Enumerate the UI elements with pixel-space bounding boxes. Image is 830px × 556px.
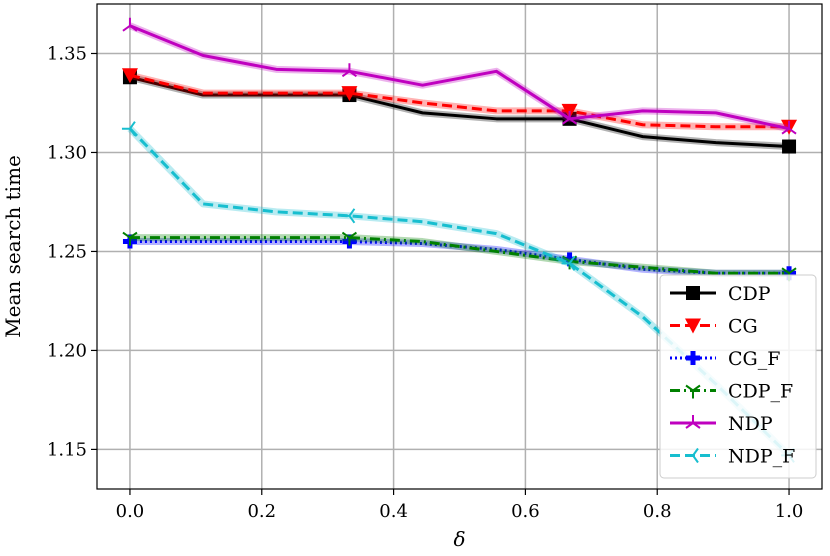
legend-label: NDP [728,413,773,435]
legend-marker [685,415,701,429]
x-tick-label: 0.6 [511,501,540,522]
series-line-cg-f [129,240,790,275]
grid [97,4,822,489]
legend-marker [685,318,701,334]
legend-item-cg-f: CG_F [670,348,780,370]
data-point-ndp [122,17,138,32]
series-lines [121,17,798,463]
data-point-cg [341,86,358,102]
legend-label: CDP [728,283,771,305]
legend-label: CDP_F [728,381,793,403]
data-point-ndp-f [121,121,136,137]
x-tick-label: 0.2 [247,501,276,522]
legend-label: CG [728,316,758,338]
legend-label: NDP_F [728,446,795,468]
data-point-ndp-f [561,255,576,271]
legend-marker [686,286,700,300]
series-ndp [122,17,797,135]
y-tick-label: 1.35 [47,43,87,64]
data-point-cg [121,68,138,84]
legend-item-cg: CG [670,316,758,338]
x-tick-label: 1.0 [775,501,804,522]
data-point-cdp-f [122,231,138,246]
data-point-cg-f [562,252,577,267]
legend-item-ndp-f: NDP_F [670,446,795,468]
x-axis-label: δ [453,527,465,551]
legend-item-cdp: CDP [670,283,771,305]
tick-labels: 0.0 0.2 0.4 0.6 0.8 1.0 1.15 1.20 1.25 1.30 1.35 [47,43,803,522]
y-tick-label: 1.30 [47,142,87,163]
data-point-cdp-f [341,231,358,246]
data-point-ndp [561,110,578,125]
y-tick-label: 1.25 [47,241,87,262]
legend-marker [686,351,700,365]
y-tick-label: 1.20 [47,340,87,361]
series-line-cg [129,73,790,129]
data-point-ndp [781,120,797,135]
legend: CDP CG CG_F CDP_F NDP NDP_F [659,274,817,479]
data-point-cdp [782,139,797,154]
y-tick-label: 1.15 [47,439,87,460]
y-axis-label: Mean search time [1,155,25,338]
legend-marker [685,384,701,399]
legend-label: CG_F [728,348,780,370]
series-cdp-f [122,231,797,282]
x-tick-label: 0.0 [116,501,145,522]
legend-item-cdp-f: CDP_F [670,381,793,403]
x-tick-label: 0.8 [643,501,672,522]
data-point-ndp [341,63,358,78]
series-line-ndp [129,24,790,131]
series-line-cdp [129,75,790,149]
legend-item-ndp: NDP [670,413,773,435]
legend-marker [685,447,699,464]
x-tick-label: 0.4 [379,501,408,522]
series-line-cdp-f [129,236,790,275]
data-point-ndp-f [341,208,356,224]
axes [96,3,823,490]
plot-frame [96,3,823,490]
